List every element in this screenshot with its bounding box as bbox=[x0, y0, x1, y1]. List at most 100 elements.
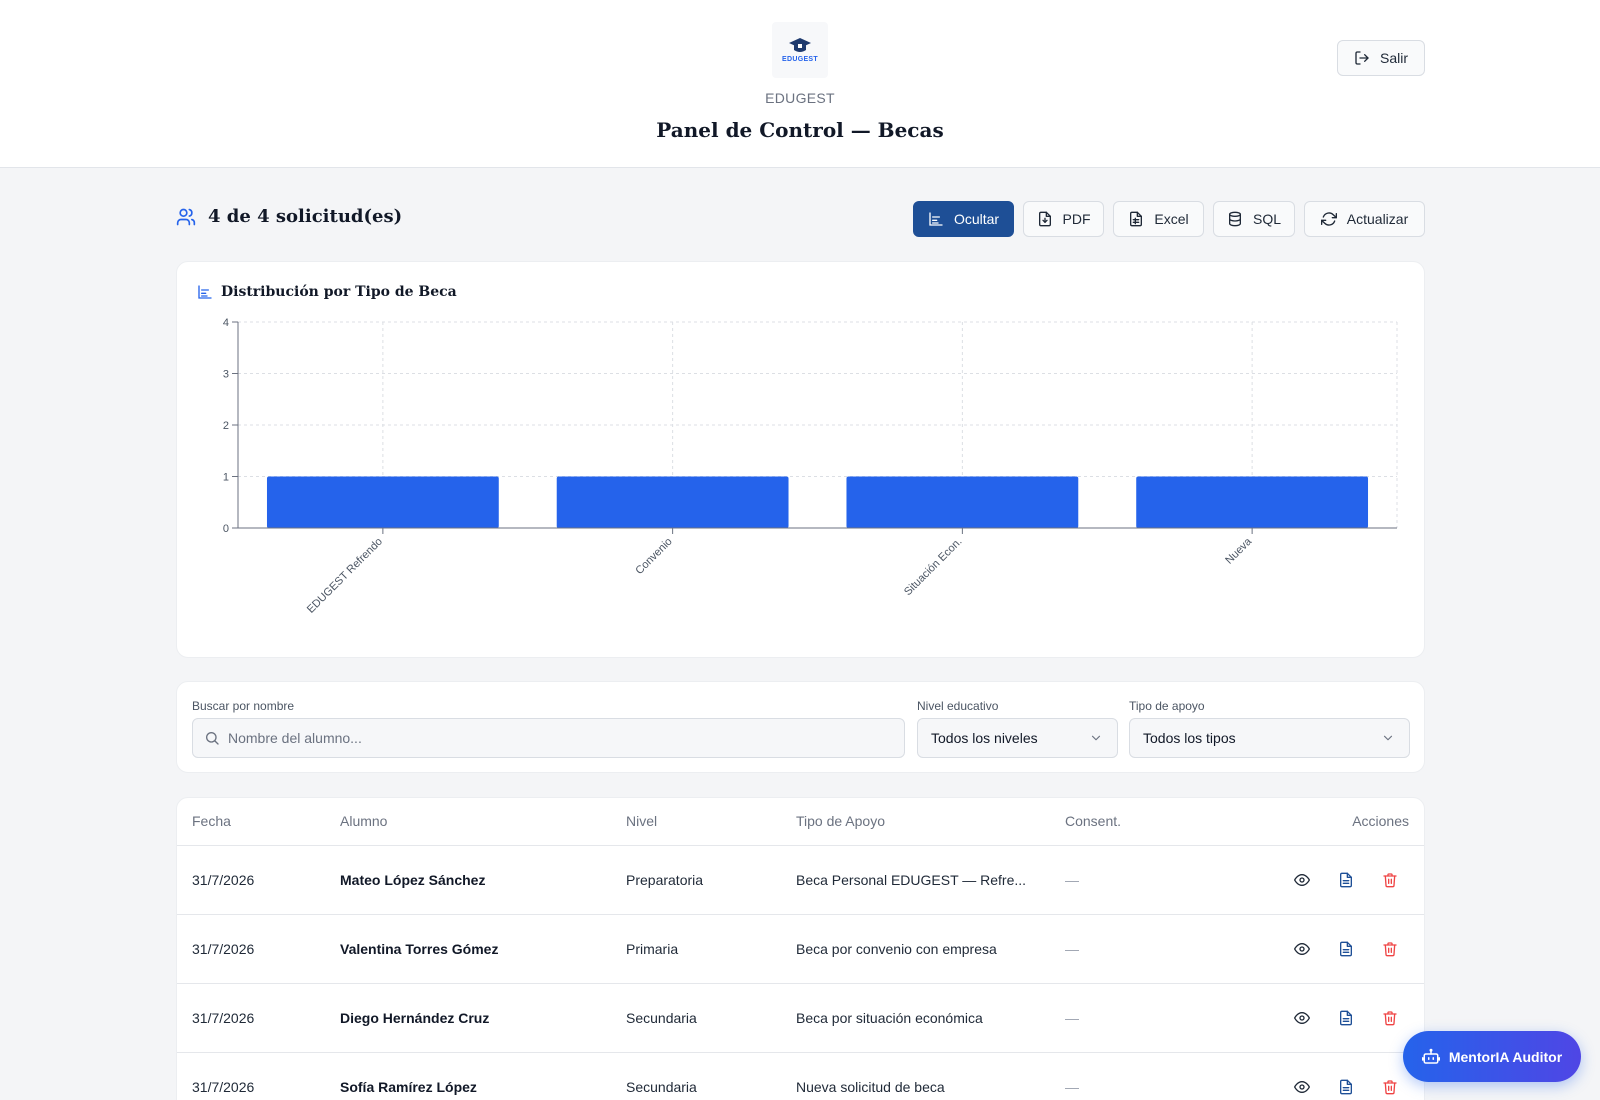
table-row[interactable]: 31/7/2026 Sofía Ramírez López Secundaria… bbox=[177, 1053, 1424, 1100]
logout-icon bbox=[1355, 51, 1369, 65]
bar-3 bbox=[846, 476, 1079, 528]
hide-chart-label: Ocultar bbox=[953, 211, 1000, 227]
trash-icon[interactable] bbox=[1381, 1078, 1399, 1096]
chart-title: Distribución por Tipo de Beca bbox=[221, 284, 457, 300]
filter-card: Buscar por nombre Nivel educativo Todos … bbox=[176, 681, 1425, 773]
brand-name: EDUGEST bbox=[765, 90, 835, 106]
excel-label: Excel bbox=[1154, 211, 1189, 227]
view-icon[interactable] bbox=[1293, 1009, 1311, 1027]
exit-button[interactable]: Salir bbox=[1337, 40, 1425, 76]
y-tick-label: 3 bbox=[223, 369, 229, 381]
edugest-logo: EDUGEST bbox=[772, 22, 828, 78]
robot-icon bbox=[1421, 1048, 1440, 1064]
cell-alumno: Sofía Ramírez López bbox=[340, 1079, 477, 1095]
cell-fecha: 31/7/2026 bbox=[192, 941, 255, 957]
search-input[interactable] bbox=[228, 730, 828, 746]
cell-fecha: 31/7/2026 bbox=[192, 1079, 255, 1095]
spreadsheet-icon bbox=[1130, 211, 1143, 227]
mentoria-auditor-label: MentorIA Auditor bbox=[1448, 1048, 1563, 1065]
x-tick-label: Convenio bbox=[633, 536, 674, 577]
trash-icon[interactable] bbox=[1381, 940, 1399, 958]
chart-card: Distribución por Tipo de Beca 0 1 2 3 4 EDUGE… bbox=[176, 261, 1425, 658]
refresh-icon bbox=[1320, 212, 1337, 226]
cell-tipo: Beca por convenio con empresa bbox=[796, 941, 997, 957]
x-tick-label: Situación Econ. bbox=[902, 536, 965, 599]
results-count: 4 de 4 solicitud(es) bbox=[208, 206, 403, 227]
table-header: Fecha Alumno Nivel Tipo de Apoyo Consent… bbox=[177, 798, 1424, 846]
cell-fecha: 31/7/2026 bbox=[192, 872, 255, 888]
nivel-select[interactable]: Todos los niveles bbox=[917, 718, 1118, 758]
exit-label: Salir bbox=[1379, 50, 1408, 66]
document-icon[interactable] bbox=[1337, 871, 1355, 889]
document-icon[interactable] bbox=[1337, 1009, 1355, 1027]
excel-button[interactable]: Excel bbox=[1113, 201, 1204, 237]
bar-chart-icon bbox=[198, 285, 212, 299]
users-icon bbox=[176, 208, 196, 225]
bar-chart: 0 1 2 3 4 EDUGEST Refrendo Convenio Situación E… bbox=[223, 317, 1398, 616]
cell-tipo: Beca por situación económica bbox=[796, 1010, 983, 1026]
search-label: Buscar por nombre bbox=[192, 699, 295, 713]
header-nivel: Nivel bbox=[626, 813, 658, 829]
cell-nivel: Secundaria bbox=[626, 1010, 697, 1026]
pdf-button[interactable]: PDF bbox=[1023, 201, 1104, 237]
results-summary: 4 de 4 solicitud(es) bbox=[176, 206, 402, 227]
top-header: EDUGEST EDUGEST Panel de Control — Becas… bbox=[0, 0, 1600, 168]
nivel-select-value: Todos los niveles bbox=[931, 730, 1038, 746]
x-tick-label: EDUGEST Refrendo bbox=[305, 536, 385, 616]
cell-alumno: Mateo López Sánchez bbox=[340, 872, 486, 888]
document-icon[interactable] bbox=[1337, 1078, 1355, 1096]
cell-nivel: Preparatoria bbox=[626, 872, 704, 888]
cell-tipo: Beca Personal EDUGEST — Refre... bbox=[796, 872, 1027, 888]
sql-button[interactable]: SQL bbox=[1213, 201, 1295, 237]
view-icon[interactable] bbox=[1293, 871, 1311, 889]
view-icon[interactable] bbox=[1293, 940, 1311, 958]
cell-consent: — bbox=[1065, 1079, 1079, 1095]
refresh-label: Actualizar bbox=[1346, 211, 1409, 227]
header-acciones: Acciones bbox=[1352, 813, 1409, 829]
header-consent: Consent. bbox=[1065, 813, 1122, 829]
chevron-down-icon bbox=[1091, 735, 1101, 741]
pdf-label: PDF bbox=[1062, 211, 1091, 227]
y-tick-label: 4 bbox=[223, 317, 229, 329]
sql-label: SQL bbox=[1252, 211, 1281, 227]
cell-alumno: Valentina Torres Gómez bbox=[340, 941, 499, 957]
document-icon[interactable] bbox=[1337, 940, 1355, 958]
tipo-label: Tipo de apoyo bbox=[1129, 699, 1205, 713]
bar-1 bbox=[266, 476, 499, 528]
page-title: Panel de Control — Becas bbox=[656, 118, 944, 142]
logo-text: EDUGEST bbox=[782, 56, 818, 63]
view-icon[interactable] bbox=[1293, 1078, 1311, 1096]
search-field bbox=[192, 718, 905, 758]
bar-2 bbox=[556, 476, 789, 528]
hide-chart-button[interactable]: Ocultar bbox=[913, 201, 1014, 237]
cell-alumno: Diego Hernández Cruz bbox=[340, 1010, 490, 1026]
bar-4 bbox=[1136, 476, 1369, 528]
cell-nivel: Secundaria bbox=[626, 1079, 697, 1095]
y-tick-label: 2 bbox=[223, 420, 229, 432]
file-download-icon bbox=[1038, 211, 1051, 227]
refresh-button[interactable]: Actualizar bbox=[1304, 201, 1425, 237]
toolbar: Ocultar PDF Excel SQL Actualizar bbox=[913, 201, 1425, 237]
y-tick-label: 0 bbox=[223, 523, 229, 535]
x-tick-label: Nueva bbox=[1223, 535, 1255, 567]
cell-consent: — bbox=[1065, 872, 1079, 888]
chart-icon bbox=[929, 212, 943, 226]
header-fecha: Fecha bbox=[192, 813, 231, 829]
table-row[interactable]: 31/7/2026 Valentina Torres Gómez Primari… bbox=[177, 915, 1424, 984]
mentoria-auditor-button[interactable]: MentorIA Auditor bbox=[1403, 1031, 1581, 1082]
tipo-select-value: Todos los tipos bbox=[1143, 730, 1236, 746]
header-alumno: Alumno bbox=[340, 813, 388, 829]
tipo-select[interactable]: Todos los tipos bbox=[1129, 718, 1410, 758]
table-row[interactable]: 31/7/2026 Diego Hernández Cruz Secundari… bbox=[177, 984, 1424, 1053]
chart-header: Distribución por Tipo de Beca bbox=[197, 284, 457, 300]
cell-tipo: Nueva solicitud de beca bbox=[796, 1079, 945, 1095]
nivel-label: Nivel educativo bbox=[917, 699, 999, 713]
trash-icon[interactable] bbox=[1381, 871, 1399, 889]
cell-consent: — bbox=[1065, 1010, 1079, 1026]
table-row[interactable]: 31/7/2026 Mateo López Sánchez Preparator… bbox=[177, 846, 1424, 915]
cell-fecha: 31/7/2026 bbox=[192, 1010, 255, 1026]
trash-icon[interactable] bbox=[1381, 1009, 1399, 1027]
y-tick-label: 1 bbox=[223, 472, 229, 484]
cell-consent: — bbox=[1065, 941, 1079, 957]
applications-table: Fecha Alumno Nivel Tipo de Apoyo Consent… bbox=[176, 797, 1425, 1100]
